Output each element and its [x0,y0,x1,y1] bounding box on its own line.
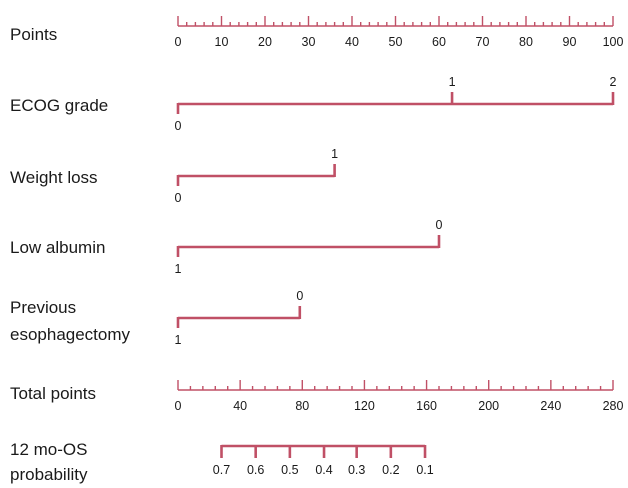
probability-tick-label: 0.6 [247,463,264,477]
tick-label: 100 [603,35,624,49]
row-label: esophagectomy [10,325,131,344]
tick-label: 50 [389,35,403,49]
probability-tick-label: 0.4 [315,463,332,477]
row-label: Previous [10,298,76,317]
row-weight-loss: Weight loss 0 1 [10,147,338,205]
probability-tick-label: 0.3 [348,463,365,477]
row-label: Total points [10,384,96,403]
tick-label: 200 [478,399,499,413]
tick-label: 80 [295,399,309,413]
tick-label: 0 [175,35,182,49]
tick-label: 280 [603,399,624,413]
row-label: probability [10,465,88,484]
probability-tick-label: 0.7 [213,463,230,477]
tick-label: 10 [215,35,229,49]
tick-label: 60 [432,35,446,49]
probability-tick-label: 0.1 [416,463,433,477]
tick-label: 70 [476,35,490,49]
level-label: 1 [175,262,182,276]
tick-label: 160 [416,399,437,413]
row-label: ECOG grade [10,96,108,115]
tick-label: 40 [345,35,359,49]
row-label: 12 mo-OS [10,440,87,459]
level-label: 0 [175,119,182,133]
row-low-albumin: Low albumin 1 0 [10,218,443,276]
tick-label: 120 [354,399,375,413]
tick-label: 240 [540,399,561,413]
level-label: 0 [175,191,182,205]
level-label: 1 [331,147,338,161]
row-label: Weight loss [10,168,98,187]
tick-label: 20 [258,35,272,49]
tick-label: 80 [519,35,533,49]
tick-label: 30 [302,35,316,49]
row-os-12mo: 12 mo-OS probability 0.7 0.6 0.5 0.4 0.3 0.2 0.1 [10,440,434,484]
row-label: Points [10,25,57,44]
level-label: 0 [436,218,443,232]
probability-tick-label: 0.5 [281,463,298,477]
tick-label: 40 [233,399,247,413]
level-label: 2 [610,75,617,89]
row-total-points: Total points 0 40 80 120 160 200 240 280 [10,380,623,413]
row-label: Low albumin [10,238,105,257]
level-label: 1 [175,333,182,347]
tick-label: 90 [563,35,577,49]
level-label: 1 [449,75,456,89]
tick-label: 0 [175,399,182,413]
row-points: Points 0 10 20 30 40 50 60 70 80 90 100 [10,16,623,49]
row-ecog: ECOG grade 0 1 2 [10,75,617,133]
probability-tick-label: 0.2 [382,463,399,477]
row-previous-esophagectomy: Previous esophagectomy 1 0 [10,289,303,347]
level-label: 0 [296,289,303,303]
